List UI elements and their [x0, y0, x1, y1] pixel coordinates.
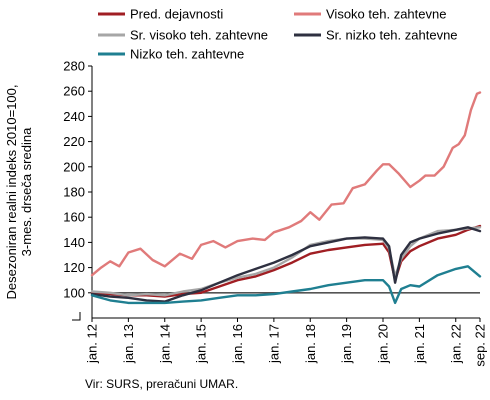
legend-label: Pred. dejavnosti: [130, 7, 223, 22]
y-tick-label: 280: [63, 59, 85, 74]
legend-label: Visoko teh. zahtevne: [326, 7, 446, 22]
y-tick-label: 100: [63, 285, 85, 300]
y-axis-title-line: 3-mes. drseča sredina: [19, 127, 34, 256]
legend-label: Sr. visoko teh. zahtevne: [130, 28, 268, 43]
y-tick-label: 220: [63, 134, 85, 149]
y-axis-title-line: Desezoniran realni indeks 2010=100,: [4, 84, 19, 299]
x-tick-label: jan. 22: [448, 324, 463, 364]
x-tick-label: jan. 15: [194, 324, 209, 364]
y-tick-label: 240: [63, 109, 85, 124]
y-axis: 100 120 140 160 180 200 220 240 260 280: [63, 59, 93, 322]
y-tick-label: 120: [63, 260, 85, 275]
series-line-1: [90, 91, 482, 277]
x-tick-label: jan. 20: [376, 324, 391, 364]
axis-break-mark: [72, 312, 81, 321]
legend-label: Nizko teh. zahtevne: [130, 47, 244, 62]
series-line-0: [90, 224, 482, 298]
x-tick-label: sep. 22: [473, 324, 488, 367]
legend: Pred. dejavnosti Visoko teh. zahtevne Sr. …: [98, 7, 458, 62]
y-tick-label: 180: [63, 185, 85, 200]
series-line-3: [90, 226, 482, 303]
x-tick-label: jan. 14: [157, 324, 172, 364]
x-tick-label: jan. 18: [303, 324, 318, 364]
x-tick-label: jan. 12: [85, 324, 100, 364]
source-note: Vir: SURS, preračuni UMAR.: [85, 377, 238, 391]
x-tick-label: jan. 19: [339, 324, 354, 364]
y-axis-title: Desezoniran realni indeks 2010=100, 3-mes…: [4, 84, 34, 299]
x-axis: jan. 12 jan. 13 jan. 14 jan. 15 jan. 16 jan. …: [85, 317, 488, 367]
y-tick-label: 160: [63, 210, 85, 225]
x-tick-label: jan. 16: [230, 324, 245, 364]
series-lines: [90, 91, 482, 305]
x-tick-label: jan. 17: [266, 324, 281, 364]
legend-label: Sr. nizko teh. zahtevne: [326, 28, 458, 43]
y-tick-label: 140: [63, 235, 85, 250]
x-tick-label: jan. 21: [412, 324, 427, 364]
y-tick-label: 260: [63, 84, 85, 99]
y-tick-label: 200: [63, 159, 85, 174]
x-tick-label: jan. 13: [121, 324, 136, 364]
series-line-4: [90, 265, 482, 305]
